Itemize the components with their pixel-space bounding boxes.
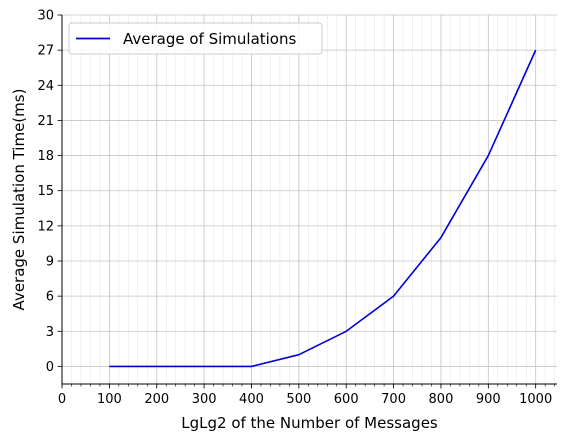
x-tick-label: 800 [429, 392, 454, 407]
x-tick-label: 500 [286, 392, 311, 407]
y-tick-label: 27 [37, 44, 54, 59]
y-tick-label: 18 [37, 149, 54, 164]
series-line [109, 49, 537, 368]
x-tick-label: 600 [334, 392, 359, 407]
y-tick-label: 6 [46, 290, 54, 305]
y-tick-label: 24 [37, 79, 54, 94]
legend-box [68, 22, 323, 55]
legend: Average of Simulations [68, 22, 323, 55]
ticks: 0 100 200 300 400 500 600 700 800 900 1000 0 3 6 9 12 15… [37, 9, 555, 407]
legend-label: Average of Simulations [123, 30, 296, 48]
y-axis-label: Average Simulation Time(ms) [10, 89, 28, 311]
y-tick-label: 15 [37, 184, 54, 199]
x-tick-label: 0 [58, 392, 66, 407]
x-axis-label: LgLg2 of the Number of Messages [181, 414, 438, 432]
axes [61, 15, 557, 385]
x-tick-label: 100 [97, 392, 122, 407]
y-tick-label: 12 [37, 219, 54, 234]
x-tick-label: 300 [192, 392, 217, 407]
x-tick-label: 1000 [519, 392, 552, 407]
x-tick-label: 700 [381, 392, 406, 407]
y-tick-label: 9 [46, 255, 54, 270]
x-tick-label: 900 [476, 392, 501, 407]
y-tick-label: 21 [37, 114, 54, 129]
grid [61, 14, 557, 384]
x-tick-label: 200 [144, 392, 169, 407]
y-tick-label: 30 [37, 9, 54, 24]
series [109, 49, 537, 368]
y-tick-label: 3 [46, 325, 54, 340]
x-tick-label: 400 [239, 392, 264, 407]
y-tick-label: 0 [46, 360, 54, 375]
